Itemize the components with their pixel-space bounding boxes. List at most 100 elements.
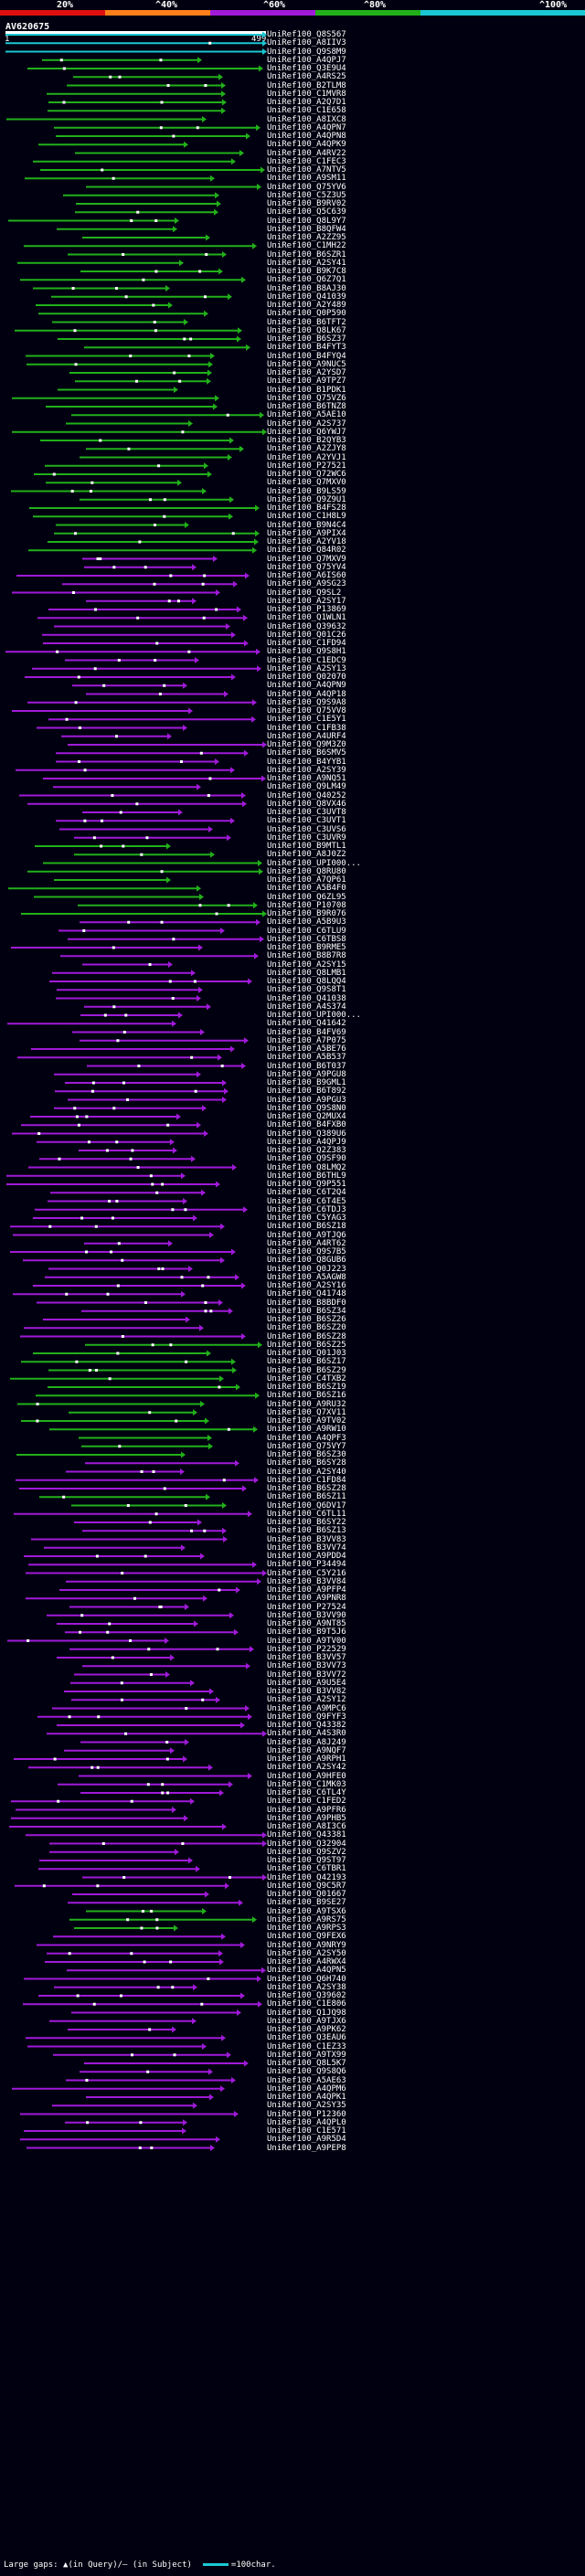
hit-accession[interactable]: UniRef100_A9SG23: [267, 579, 346, 589]
hit-accession[interactable]: UniRef100_Q39632: [267, 621, 346, 631]
hit-accession[interactable]: UniRef100_B4FYQ4: [267, 351, 346, 361]
hit-accession[interactable]: UniRef100_Q8LQQ4: [267, 977, 346, 986]
hit-accession[interactable]: UniRef100_Q40252: [267, 790, 346, 800]
hit-accession[interactable]: UniRef100_A2YV18: [267, 537, 346, 546]
hit-accession[interactable]: UniRef100_Q9S8T1: [267, 985, 346, 995]
hit-accession[interactable]: UniRef100_A2SY15: [267, 959, 346, 970]
hit-accession[interactable]: UniRef100_B6SZ37: [267, 334, 346, 344]
hit-accession[interactable]: UniRef100_A8I3C6: [267, 1822, 346, 1831]
hit-accession[interactable]: UniRef100_P13869: [267, 605, 346, 614]
hit-accession[interactable]: UniRef100_B9N4C4: [267, 520, 346, 530]
hit-accession[interactable]: UniRef100_C6T4E5: [267, 1196, 346, 1206]
hit-accession[interactable]: UniRef100_A2SY38: [267, 1982, 346, 1992]
hit-accession[interactable]: UniRef100_B6SZ30: [267, 1450, 346, 1459]
hit-accession[interactable]: UniRef100_A7P075: [267, 1035, 346, 1045]
hit-accession[interactable]: UniRef100_B6SZ34: [267, 1306, 346, 1316]
hit-accession[interactable]: UniRef100_Q9S8H1: [267, 647, 346, 657]
hit-accession[interactable]: UniRef100_A4QPM6: [267, 2083, 346, 2094]
hit-accession[interactable]: UniRef100_B9LS59: [267, 486, 346, 496]
hit-accession[interactable]: UniRef100_Q72WC6: [267, 470, 346, 479]
hit-accession[interactable]: UniRef100_B4FV69: [267, 1027, 346, 1037]
hit-accession[interactable]: UniRef100_C6TDJ3: [267, 1204, 346, 1214]
hit-accession[interactable]: UniRef100_Q9S8M9: [267, 47, 346, 57]
hit-accession[interactable]: UniRef100_A5B4F0: [267, 884, 346, 894]
hit-accession[interactable]: UniRef100_A6IS60: [267, 571, 346, 580]
hit-accession[interactable]: UniRef100_C1E571: [267, 2126, 346, 2136]
hit-accession[interactable]: UniRef100_B4FYT3: [267, 343, 346, 353]
hit-accession[interactable]: UniRef100_A9PNR8: [267, 1594, 346, 1604]
hit-accession[interactable]: UniRef100_A9RPS3: [267, 1924, 346, 1933]
hit-accession[interactable]: UniRef100_A4QPF3: [267, 1433, 346, 1443]
hit-accession[interactable]: UniRef100_Q02070: [267, 673, 346, 682]
hit-accession[interactable]: UniRef100_A9SM11: [267, 174, 346, 184]
hit-accession[interactable]: UniRef100_B6TNZ8: [267, 402, 346, 411]
hit-accession[interactable]: UniRef100_A4URF4: [267, 731, 346, 741]
hit-accession[interactable]: UniRef100_A4RV22: [267, 148, 346, 158]
hit-accession[interactable]: UniRef100_A8J249: [267, 1737, 346, 1747]
hit-accession[interactable]: UniRef100_B6SZ28: [267, 1331, 346, 1341]
hit-accession[interactable]: UniRef100_A5B537: [267, 1053, 346, 1063]
hit-accession[interactable]: UniRef100_C1FED2: [267, 1797, 346, 1807]
hit-accession[interactable]: UniRef100_Q8LMQ2: [267, 1162, 346, 1172]
hit-accession[interactable]: UniRef100_A4QPN8: [267, 132, 346, 141]
hit-accession[interactable]: UniRef100_A9RPH1: [267, 1754, 346, 1764]
hit-accession[interactable]: UniRef100_A2SY13: [267, 663, 346, 673]
hit-accession[interactable]: UniRef100_B6SZ18: [267, 1222, 346, 1232]
hit-accession[interactable]: UniRef100_Q3E9U4: [267, 64, 346, 73]
hit-accession[interactable]: UniRef100_B6THL9: [267, 1171, 346, 1181]
hit-accession[interactable]: UniRef100_C1FEC3: [267, 156, 346, 166]
hit-accession[interactable]: UniRef100_UPI000...: [267, 858, 361, 868]
hit-accession[interactable]: UniRef100_A9NQF7: [267, 1745, 346, 1755]
hit-accession[interactable]: UniRef100_Q8L9Y7: [267, 216, 346, 226]
hit-accession[interactable]: UniRef100_A2Y489: [267, 301, 346, 310]
hit-accession[interactable]: UniRef100_Q2MUX4: [267, 1112, 346, 1121]
hit-accession[interactable]: UniRef100_A9U5E4: [267, 1678, 346, 1688]
hit-accession[interactable]: UniRef100_A4QP18: [267, 689, 346, 699]
hit-accession[interactable]: UniRef100_Q41642: [267, 1019, 346, 1029]
hit-accession[interactable]: UniRef100_A9NT85: [267, 1619, 346, 1628]
hit-accession[interactable]: UniRef100_B2QYB3: [267, 436, 346, 445]
hit-accession[interactable]: UniRef100_Q7MXV9: [267, 554, 346, 564]
hit-accession[interactable]: UniRef100_Q8L5K7: [267, 2059, 346, 2068]
hit-accession[interactable]: UniRef100_Q9S8Q6: [267, 2067, 346, 2077]
hit-accession[interactable]: UniRef100_Q9FEX6: [267, 1932, 346, 1942]
hit-accession[interactable]: UniRef100_C5Y216: [267, 1568, 346, 1578]
hit-accession[interactable]: UniRef100_A5AGW8: [267, 1272, 346, 1282]
hit-accession[interactable]: UniRef100_C1MVR8: [267, 89, 346, 99]
hit-accession[interactable]: UniRef100_A4QPK9: [267, 140, 346, 150]
hit-accession[interactable]: UniRef100_B6SZ11: [267, 1492, 346, 1502]
hit-accession[interactable]: UniRef100_B6T892: [267, 1087, 346, 1097]
hit-accession[interactable]: UniRef100_A9RW10: [267, 1425, 346, 1435]
hit-accession[interactable]: UniRef100_Q7XV11: [267, 1407, 346, 1417]
hit-accession[interactable]: UniRef100_P27524: [267, 1602, 346, 1612]
hit-accession[interactable]: UniRef100_Q01J03: [267, 1349, 346, 1358]
hit-accession[interactable]: UniRef100_B2TLM8: [267, 80, 346, 90]
hit-accession[interactable]: UniRef100_C3UVS6: [267, 824, 346, 834]
hit-accession[interactable]: UniRef100_C1FD84: [267, 1475, 346, 1485]
hit-accession[interactable]: UniRef100_C5Z3U5: [267, 190, 346, 200]
hit-accession[interactable]: UniRef100_C6TL4Y: [267, 1788, 346, 1797]
hit-accession[interactable]: UniRef100_A2ZJY8: [267, 444, 346, 454]
hit-accession[interactable]: UniRef100_B3VV57: [267, 1653, 346, 1662]
hit-accession[interactable]: UniRef100_B4FS28: [267, 504, 346, 513]
hit-accession[interactable]: UniRef100_B6SY28: [267, 1458, 346, 1468]
hit-accession[interactable]: UniRef100_C1E658: [267, 106, 346, 116]
hit-accession[interactable]: UniRef100_A4RT62: [267, 1238, 346, 1248]
hit-accession[interactable]: UniRef100_A2SY50: [267, 1948, 346, 1958]
hit-accession[interactable]: UniRef100_Q1JQ98: [267, 2008, 346, 2018]
hit-accession[interactable]: UniRef100_A5AE10: [267, 410, 346, 420]
hit-accession[interactable]: UniRef100_C3UVR9: [267, 832, 346, 843]
hit-accession[interactable]: UniRef100_UPI000...: [267, 1011, 361, 1020]
hit-accession[interactable]: UniRef100_Q389U6: [267, 1129, 346, 1139]
hit-accession[interactable]: UniRef100_Q9FYF3: [267, 1712, 346, 1722]
hit-accession[interactable]: UniRef100_B9RME5: [267, 943, 346, 952]
hit-accession[interactable]: UniRef100_A5AE63: [267, 2075, 346, 2085]
hit-accession[interactable]: UniRef100_B6SZ13: [267, 1526, 346, 1536]
hit-accession[interactable]: UniRef100_Q42193: [267, 1872, 346, 1882]
hit-accession[interactable]: UniRef100_A9TJX6: [267, 2016, 346, 2026]
hit-accession[interactable]: UniRef100_B6SZ20: [267, 1323, 346, 1333]
hit-accession[interactable]: UniRef100_Q9P551: [267, 1180, 346, 1189]
hit-accession[interactable]: UniRef100_A5B9U3: [267, 917, 346, 928]
hit-accession[interactable]: UniRef100_A4QPN7: [267, 122, 346, 133]
hit-accession[interactable]: UniRef100_B6SMV5: [267, 748, 346, 758]
